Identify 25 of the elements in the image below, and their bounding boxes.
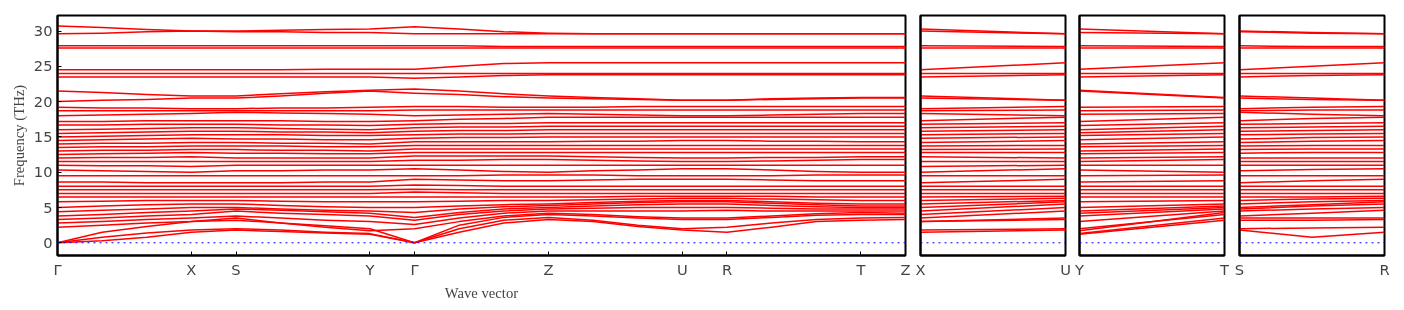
y-tick-label: 5 bbox=[43, 198, 53, 216]
x-tick-label: T bbox=[1219, 260, 1230, 278]
y-axis-title: Frequency (THz) bbox=[10, 84, 28, 187]
x-tick-label: R bbox=[721, 260, 733, 278]
x-tick-label: Z bbox=[543, 260, 554, 278]
x-tick-label: Y bbox=[364, 260, 375, 278]
x-tick-label: U bbox=[1060, 260, 1071, 278]
y-tick-label: 10 bbox=[33, 163, 53, 181]
x-tick-label: Γ bbox=[53, 260, 63, 278]
y-tick-label: 20 bbox=[33, 92, 53, 110]
x-tick-label: U bbox=[676, 260, 688, 278]
y-tick-label: 25 bbox=[33, 57, 53, 75]
x-axis-title: Wave vector bbox=[444, 284, 519, 301]
x-tick-label: Γ bbox=[410, 260, 420, 278]
x-tick-label: X bbox=[186, 260, 197, 278]
x-tick-label: Y bbox=[1074, 260, 1085, 278]
x-tick-label: X bbox=[915, 260, 926, 278]
x-tick-label: S bbox=[1234, 260, 1245, 278]
x-tick-label: T bbox=[855, 260, 866, 278]
y-tick-label: 30 bbox=[33, 22, 53, 40]
x-tick-label: S bbox=[231, 260, 241, 278]
y-tick-label: 15 bbox=[33, 127, 53, 145]
y-tick-label: 0 bbox=[43, 233, 53, 251]
x-tick-label: R bbox=[1379, 260, 1390, 278]
x-tick-label: Z bbox=[900, 260, 911, 278]
